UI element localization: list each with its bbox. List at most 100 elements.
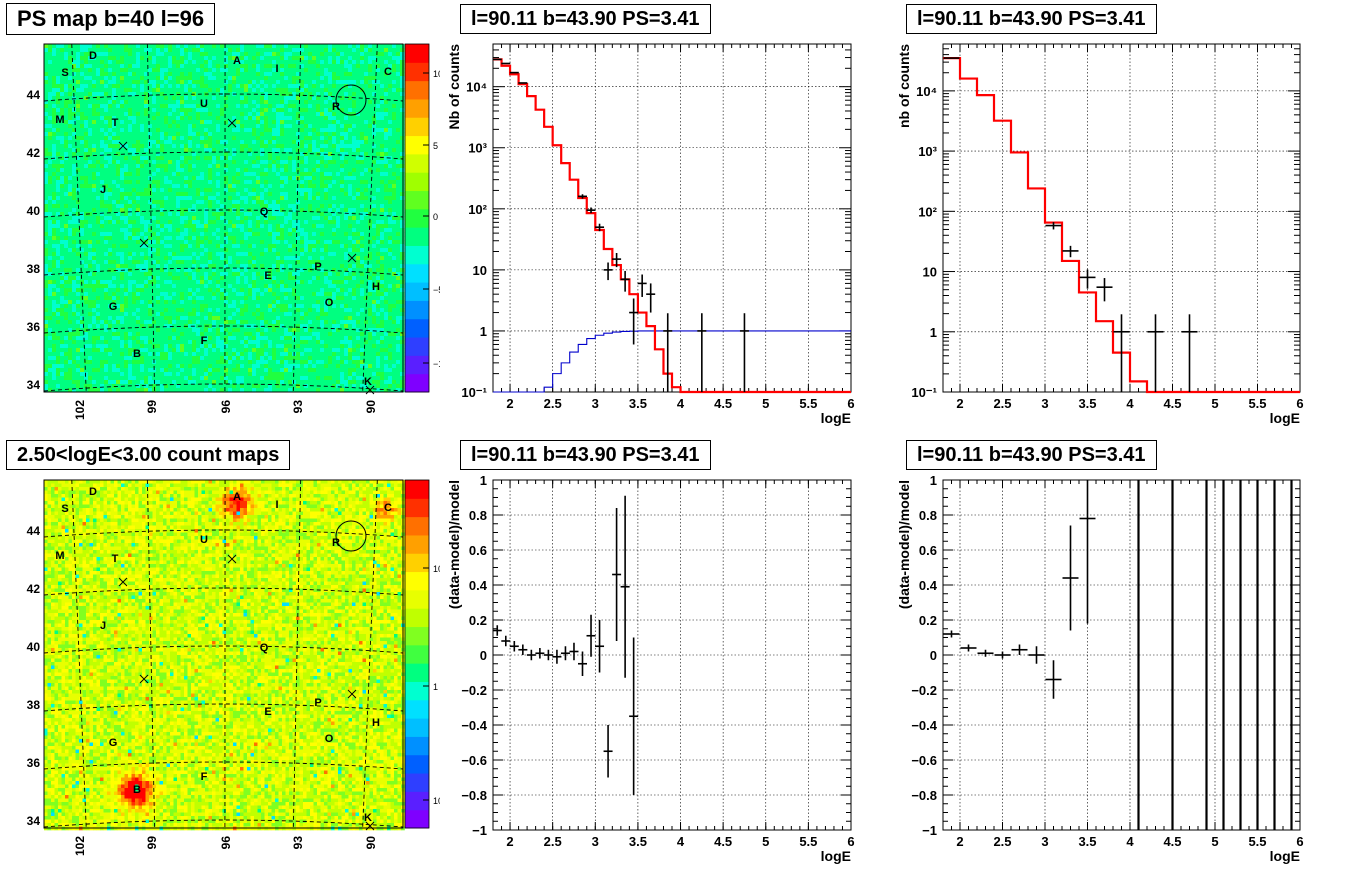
y-tick-label: −1 [472, 823, 487, 838]
y-tick-label: 10⁻¹ [461, 385, 487, 400]
spectrum-panel-left: 2 2.5 3 3.5 4 4.5 5 5.5 6 10⁻¹ 1 10 10² 10³ 10⁴ logE Nb … [448, 0, 868, 430]
y-tick-label: 0 [930, 648, 937, 663]
ps-map-plot: A B C D E F G H I J K M O P Q R S T U 34 36 38 40 42 44 102 99 96 93… [27, 43, 440, 420]
map-graticule [43, 479, 404, 829]
source-label: O [325, 733, 334, 745]
x-tick-label: 6 [847, 396, 854, 411]
x-tick-label: 4.5 [1163, 834, 1181, 849]
x-tick-label: 4 [677, 396, 685, 411]
y-tick-label: 0.4 [469, 578, 488, 593]
source-label: U [200, 98, 208, 110]
y-tick-label: −1 [922, 823, 937, 838]
y-tick-label: −0.8 [461, 788, 487, 803]
scale-tick-label: 5 [433, 141, 438, 151]
x-tick-label: 4.5 [1163, 396, 1181, 411]
x-tick-label: 2 [956, 396, 963, 411]
y-tick-label: 0.6 [469, 543, 487, 558]
source-label: S [61, 67, 68, 79]
x-tick-label: 2.5 [544, 396, 562, 411]
source-label: C [384, 66, 392, 78]
y-axis-label: (data-model)/model [448, 480, 462, 609]
scale-tick-label: −10 [433, 359, 440, 369]
source-label: I [275, 499, 278, 511]
x-axis-label: logE [821, 410, 851, 426]
y-tick-label: −0.6 [461, 753, 487, 768]
source-label: J [100, 184, 106, 196]
target-circle [335, 84, 367, 116]
x-tick-label: 4 [1126, 834, 1134, 849]
lat-tick-label: 34 [27, 814, 41, 828]
source-label: F [201, 335, 208, 347]
map-graticule [43, 43, 404, 393]
y-tick-label: 1 [480, 473, 487, 488]
y-tick-label: −0.4 [911, 718, 937, 733]
y-tick-label: 0.8 [469, 508, 487, 523]
scale-tick-label: 10⁻¹ [433, 796, 440, 806]
source-cross [118, 141, 128, 151]
x-tick-label: 5 [1211, 396, 1218, 411]
y-tick-label: 10⁴ [466, 80, 487, 95]
y-tick-label: −0.6 [911, 753, 937, 768]
x-tick-label: 4 [677, 834, 685, 849]
color-scale: 10 1 10⁻¹ [404, 479, 440, 829]
scale-tick-label: −5 [433, 285, 440, 295]
source-label: D [89, 486, 97, 498]
x-tick-label: 3.5 [629, 834, 647, 849]
source-label: C [384, 502, 392, 514]
source-label: Q [260, 206, 269, 218]
spectrum-plot-right: 2 2.5 3 3.5 4 4.5 5 5.5 6 10⁻¹ 1 10 10² 10³ 10⁴ logE nb … [896, 43, 1304, 426]
lon-tick-label: 96 [219, 836, 233, 850]
lon-tick-label: 93 [291, 836, 305, 850]
count-map-title: 2.50<logE<3.00 count maps [6, 440, 291, 470]
x-tick-label: 2.5 [993, 396, 1011, 411]
x-tick-label: 6 [847, 834, 854, 849]
residual-plot-left: 2 2.5 3 3.5 4 4.5 5 5.5 6 −1 −0.8 −0.6 −0.4 −0.2 0 0.2 0… [448, 473, 855, 864]
y-axis-label: nb of counts [896, 44, 912, 128]
x-tick-label: 5.5 [799, 396, 817, 411]
y-tick-label: 10⁻¹ [911, 385, 937, 400]
source-label: F [201, 771, 208, 783]
data-points [492, 58, 749, 392]
spectrum-plot-left: 2 2.5 3 3.5 4 4.5 5 5.5 6 10⁻¹ 1 10 10² 10³ 10⁴ logE Nb … [448, 43, 855, 426]
lon-tick-label: 99 [145, 400, 159, 414]
y-tick-label: 0.4 [919, 578, 938, 593]
data-points [943, 57, 1198, 392]
source-label: K [364, 812, 372, 824]
source-label: H [372, 717, 380, 729]
x-tick-label: 3.5 [1078, 834, 1096, 849]
x-tick-label: 3 [592, 396, 599, 411]
source-label: O [325, 297, 334, 309]
y-tick-label: 10² [918, 204, 937, 219]
lon-tick-label: 102 [73, 400, 87, 420]
x-tick-label: 5.5 [1248, 834, 1266, 849]
lat-tick-label: 44 [27, 88, 41, 102]
x-tick-label: 6 [1296, 834, 1303, 849]
source-label: P [314, 697, 321, 709]
ps-map-panel: A B C D E F G H I J K M O P Q R S T U 34 36 38 40 42 44 102 99 96 93… [0, 0, 440, 430]
data-points [492, 495, 639, 795]
lat-tick-label: 40 [27, 204, 41, 218]
x-tick-label: 5.5 [1248, 396, 1266, 411]
y-axis-label: (data-model)/model [896, 480, 912, 609]
source-label: G [109, 737, 118, 749]
x-tick-label: 5 [762, 396, 769, 411]
source-cross [347, 689, 357, 699]
lon-tick-label: 102 [73, 836, 87, 856]
spectrum-panel-right: 2 2.5 3 3.5 4 4.5 5 5.5 6 10⁻¹ 1 10 10² 10³ 10⁴ logE nb … [896, 0, 1316, 430]
y-tick-label: 0 [480, 648, 487, 663]
source-label: I [275, 63, 278, 75]
map-frame [43, 479, 404, 829]
x-tick-label: 4 [1126, 396, 1134, 411]
source-label: K [364, 376, 372, 388]
source-cross [365, 385, 375, 395]
scale-tick-label: 0 [433, 212, 438, 222]
target-circle [335, 520, 367, 552]
map-pixels [44, 44, 405, 393]
lat-tick-label: 38 [27, 698, 41, 712]
source-label: R [332, 101, 340, 113]
source-cross [227, 118, 237, 128]
lon-tick-label: 90 [364, 836, 378, 850]
lon-tick-label: 96 [219, 400, 233, 414]
x-tick-label: 5 [1211, 834, 1218, 849]
source-cross [365, 821, 375, 831]
